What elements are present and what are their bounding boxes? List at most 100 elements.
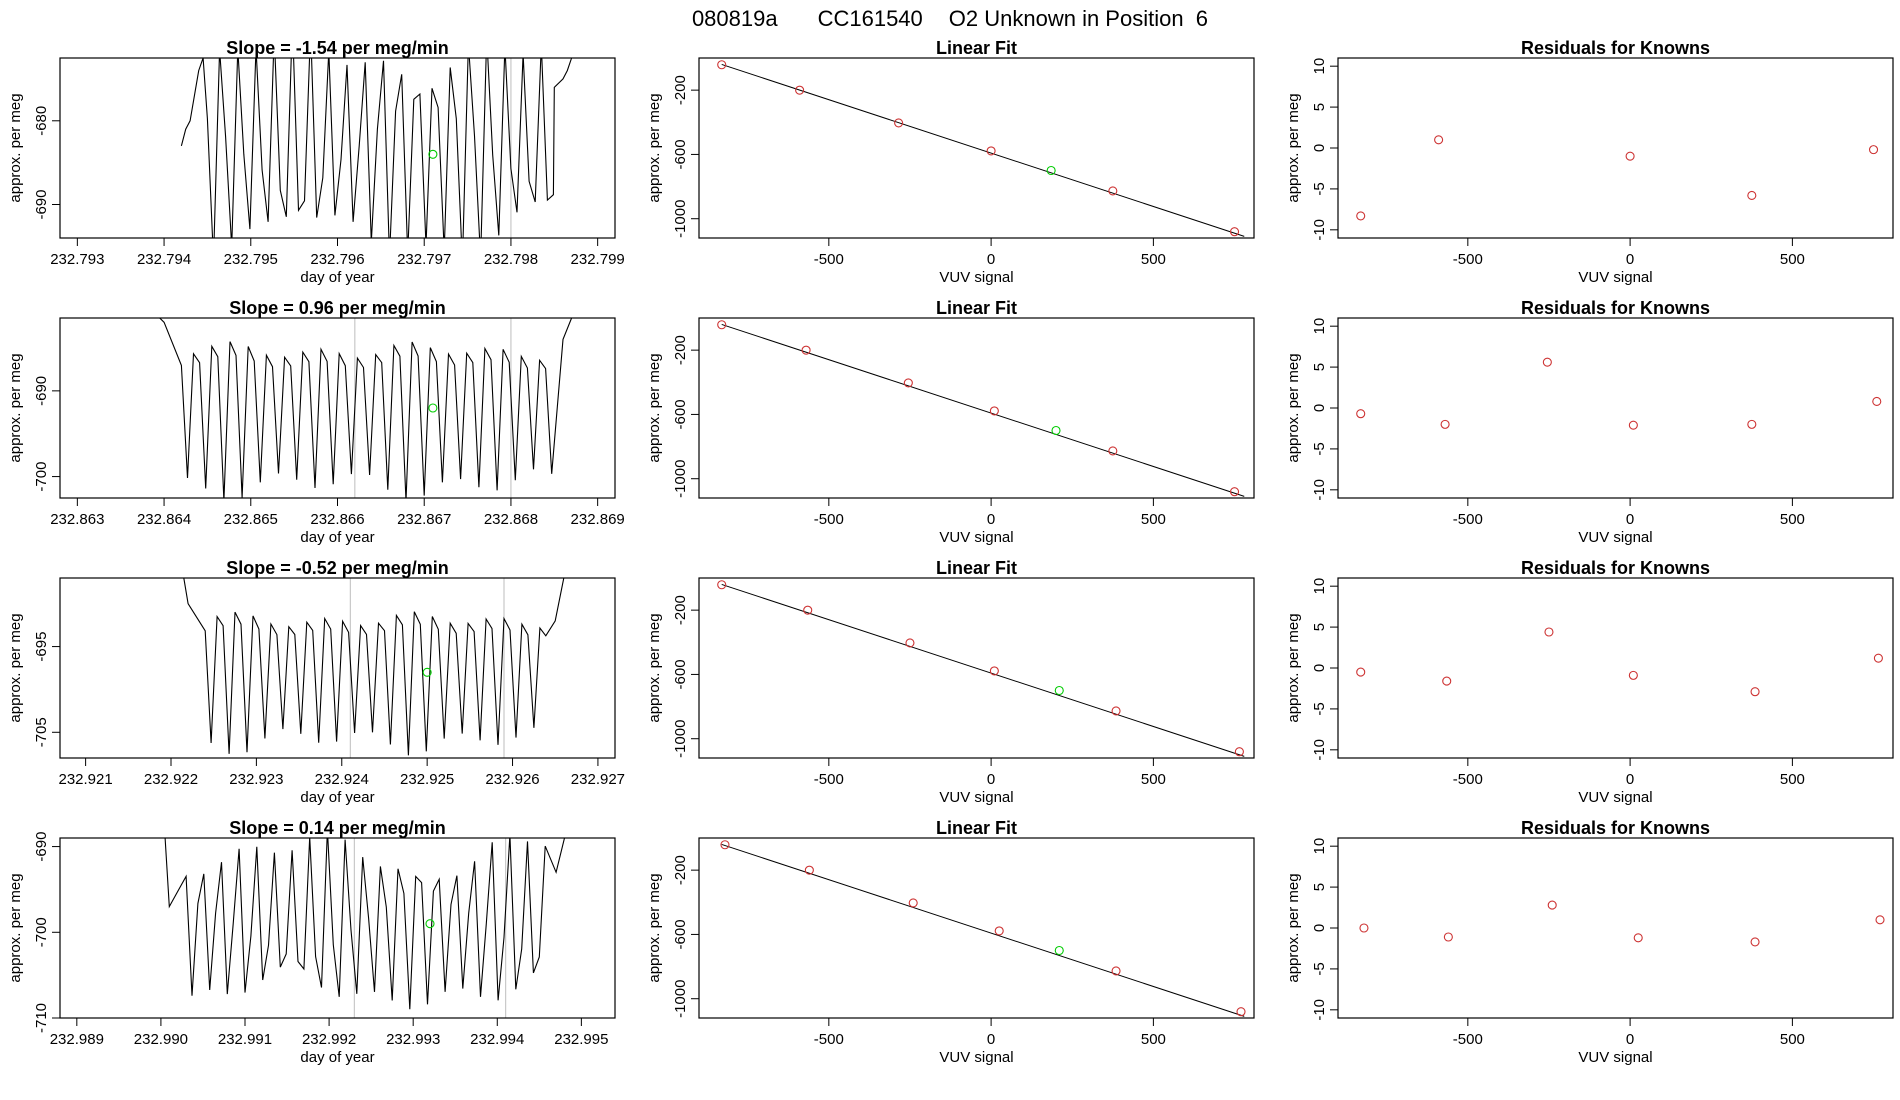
unknown-point: [428, 403, 438, 413]
x-axis-label: day of year: [300, 789, 374, 806]
x-tick-label: 232.864: [137, 511, 191, 528]
y-tick-label: -5: [1311, 702, 1328, 715]
chart-panel-7: Slope = -0.52 per meg/min 232.921 232.922 2…: [7, 558, 625, 806]
fit-line: [721, 63, 1245, 237]
y-axis-label: approx. per meg: [646, 613, 663, 722]
y-tick-label: 5: [1311, 363, 1328, 371]
plot-frame: [59, 837, 616, 1019]
known-point: [1544, 627, 1554, 637]
x-tick-label: 500: [1780, 771, 1805, 788]
y-axis-label: approx. per meg: [1285, 613, 1302, 722]
chart-panel-2: Linear Fit -500 0 500 -200 -600 -1000 VUV signa…: [646, 38, 1255, 286]
x-tick-label: 0: [1626, 251, 1634, 268]
y-tick-label: -600: [672, 919, 689, 949]
x-axis-label: VUV signal: [939, 529, 1013, 546]
chart-title: Slope = 0.96 per meg/min: [229, 298, 446, 318]
y-tick-label: 5: [1311, 103, 1328, 111]
known-point: [1229, 227, 1240, 237]
x-tick-label: 232.993: [386, 1031, 440, 1048]
chart-title: Slope = 0.14 per meg/min: [229, 818, 446, 838]
y-axis-label: approx. per meg: [1285, 873, 1302, 982]
x-tick-label: -500: [1453, 1031, 1483, 1048]
known-point: [1628, 420, 1638, 430]
known-point: [1434, 135, 1444, 145]
x-tick-label: 232.994: [470, 1031, 524, 1048]
known-point: [1875, 915, 1885, 925]
y-tick-label: -10: [1311, 739, 1328, 761]
known-point: [1229, 487, 1240, 497]
known-point: [908, 898, 918, 908]
y-tick-label: -695: [33, 632, 50, 662]
x-tick-label: 232.926: [485, 771, 539, 788]
known-point: [1750, 937, 1760, 947]
x-tick-label: 232.797: [397, 251, 451, 268]
y-tick-label: -710: [33, 1003, 50, 1033]
x-tick-label: -500: [814, 1031, 844, 1048]
data-trace: [180, 58, 573, 238]
x-tick-label: 232.793: [50, 251, 104, 268]
y-tick-label: -5: [1311, 962, 1328, 975]
known-point: [1750, 687, 1760, 697]
known-point: [1111, 706, 1121, 716]
chart-panel-4: Slope = 0.96 per meg/min 232.863 232.864 23…: [7, 298, 625, 546]
y-axis-label: approx. per meg: [7, 353, 24, 462]
chart-title: Residuals for Knowns: [1521, 38, 1710, 58]
y-axis-label: approx. per meg: [7, 613, 24, 722]
chart-panel-6: Residuals for Knowns -500 0 500 10 5 0 -5 -10 VUV…: [1285, 298, 1894, 546]
x-axis-label: VUV signal: [1578, 1049, 1652, 1066]
x-tick-label: 500: [1780, 251, 1805, 268]
plot-frame: [698, 57, 1255, 239]
x-axis-label: day of year: [300, 529, 374, 546]
y-tick-label: -690: [33, 832, 50, 862]
unknown-point: [1054, 945, 1064, 956]
chart-title: Linear Fit: [936, 818, 1017, 838]
plot-frame: [1337, 57, 1894, 239]
x-axis-label: VUV signal: [1578, 789, 1652, 806]
y-tick-label: -690: [33, 376, 50, 406]
y-tick-label: 0: [1311, 664, 1328, 672]
chart-panel-12: Residuals for Knowns -500 0 500 10 5 0 -5 -10 VUV…: [1285, 818, 1894, 1066]
x-tick-label: 232.991: [218, 1031, 272, 1048]
known-point: [994, 926, 1004, 936]
known-point: [1356, 667, 1366, 677]
plot-frame: [698, 317, 1255, 499]
unknown-point: [425, 919, 435, 929]
y-tick-label: -1000: [672, 460, 689, 498]
x-tick-label: 232.927: [571, 771, 625, 788]
fit-line: [721, 323, 1245, 497]
known-point: [1868, 145, 1879, 155]
known-point: [720, 840, 730, 850]
y-axis-label: approx. per meg: [1285, 353, 1302, 462]
x-tick-label: 232.796: [310, 251, 364, 268]
x-tick-label: 232.925: [400, 771, 454, 788]
x-axis-label: VUV signal: [1578, 529, 1652, 546]
y-tick-label: -5: [1311, 182, 1328, 195]
x-tick-label: -500: [814, 511, 844, 528]
unknown-point: [422, 667, 432, 677]
y-tick-label: -705: [33, 717, 50, 747]
chart-title: Linear Fit: [936, 558, 1017, 578]
plot-frame: [1337, 837, 1894, 1019]
y-tick-label: -1000: [672, 980, 689, 1018]
known-point: [1356, 409, 1366, 419]
chart-title: Residuals for Knowns: [1521, 558, 1710, 578]
chart-panel-10: Slope = 0.14 per meg/min 232.989 232.990 23…: [7, 818, 616, 1066]
chart-title: Slope = -1.54 per meg/min: [226, 38, 449, 58]
y-tick-label: 0: [1311, 924, 1328, 932]
chart-title: Residuals for Knowns: [1521, 818, 1710, 838]
chart-panel-1: Slope = -1.54 per meg/min 232.793 232.794 2…: [7, 38, 625, 286]
known-point: [1108, 186, 1118, 196]
unknown-point: [1051, 425, 1061, 436]
known-point: [1872, 396, 1882, 407]
x-tick-label: 232.865: [224, 511, 278, 528]
x-tick-label: 232.795: [224, 251, 278, 268]
known-point: [804, 865, 814, 875]
known-point: [1108, 446, 1118, 456]
y-tick-label: -680: [33, 106, 50, 136]
known-point: [801, 345, 811, 355]
x-tick-label: 232.794: [137, 251, 191, 268]
known-point: [1236, 1007, 1246, 1017]
y-tick-label: 10: [1311, 578, 1328, 595]
chart-title: Residuals for Knowns: [1521, 298, 1710, 318]
x-tick-label: 232.866: [310, 511, 364, 528]
